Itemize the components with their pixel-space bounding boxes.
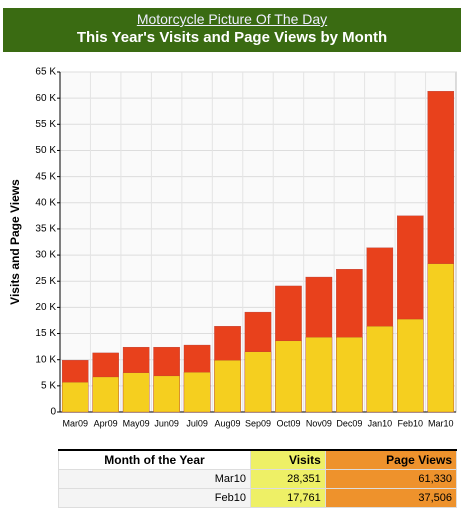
bar [92,376,119,413]
bar [122,372,150,413]
header: Motorcycle Picture Of The Day This Year'… [3,8,461,52]
x-tick-label: Feb10 [398,418,424,428]
header-cell: Visits [249,449,326,470]
y-tick-label: 60 K [35,93,56,104]
y-tick-label: 55 K [35,119,56,130]
table-header: Month of the Year Visits Page Views [58,449,458,470]
cell: 17,761 [249,488,326,508]
x-tick-label: Jan10 [368,418,393,428]
y-tick-label: 65 K [35,67,56,78]
bar [427,263,455,413]
y-tick-label: 5 K [41,380,56,391]
cell: 61,330 [324,469,458,489]
bar [183,372,211,413]
y-tick-label: 15 K [35,328,56,339]
bar [397,318,424,413]
x-tick-label: Nov09 [306,418,332,428]
cell: Feb10 [58,488,251,508]
cell: Mar10 [58,469,251,489]
bar [153,375,180,413]
cell: 37,506 [324,488,458,508]
table-row: Feb10 17,761 37,506 [58,488,458,508]
x-tick-label: May09 [123,418,150,428]
bar [336,337,363,413]
cell: 28,351 [249,469,326,489]
chart-title: This Year's Visits and Page Views by Mon… [76,29,388,46]
chart: 0 5 K 10 K 15 K 20 K 25 K 30 K 35 K 40 K 45 K 50 K… [8,67,457,428]
y-tick-label: 0 [50,407,56,418]
y-tick-label: 40 K [35,197,56,208]
x-tick-label: Mar09 [62,418,88,428]
y-tick-label: 30 K [35,250,56,261]
y-tick-label: 25 K [35,276,56,287]
y-axis-label: Visits and Page Views [8,179,22,305]
x-tick-label: Jun09 [154,418,179,428]
site-link[interactable]: Motorcycle Picture Of The Day [136,11,328,27]
y-tick-label: 45 K [35,171,56,182]
x-tick-label: Jul09 [186,418,208,428]
table-row: Mar10 28,351 61,330 [58,469,458,489]
y-tick-label: 35 K [35,224,56,235]
bar [61,382,89,413]
y-tick-label: 10 K [35,354,56,365]
x-tick-label: Mar10 [428,418,454,428]
header-cell: Page Views [324,449,458,470]
bar [244,351,272,413]
bar [305,337,333,413]
x-tick-label: Apr09 [94,418,118,428]
bar [366,326,394,413]
x-tick-label: Sep09 [245,418,271,428]
bar [214,360,241,413]
x-tick-label: Aug09 [215,418,241,428]
y-tick-label: 50 K [35,145,56,156]
x-tick-label: Dec09 [336,418,362,428]
y-tick-label: 20 K [35,302,56,313]
x-tick-label: Oct09 [276,418,300,428]
bar [275,340,302,413]
header-cell: Month of the Year [58,449,251,470]
data-table: Month of the Year Visits Page Views Mar1… [58,449,458,508]
